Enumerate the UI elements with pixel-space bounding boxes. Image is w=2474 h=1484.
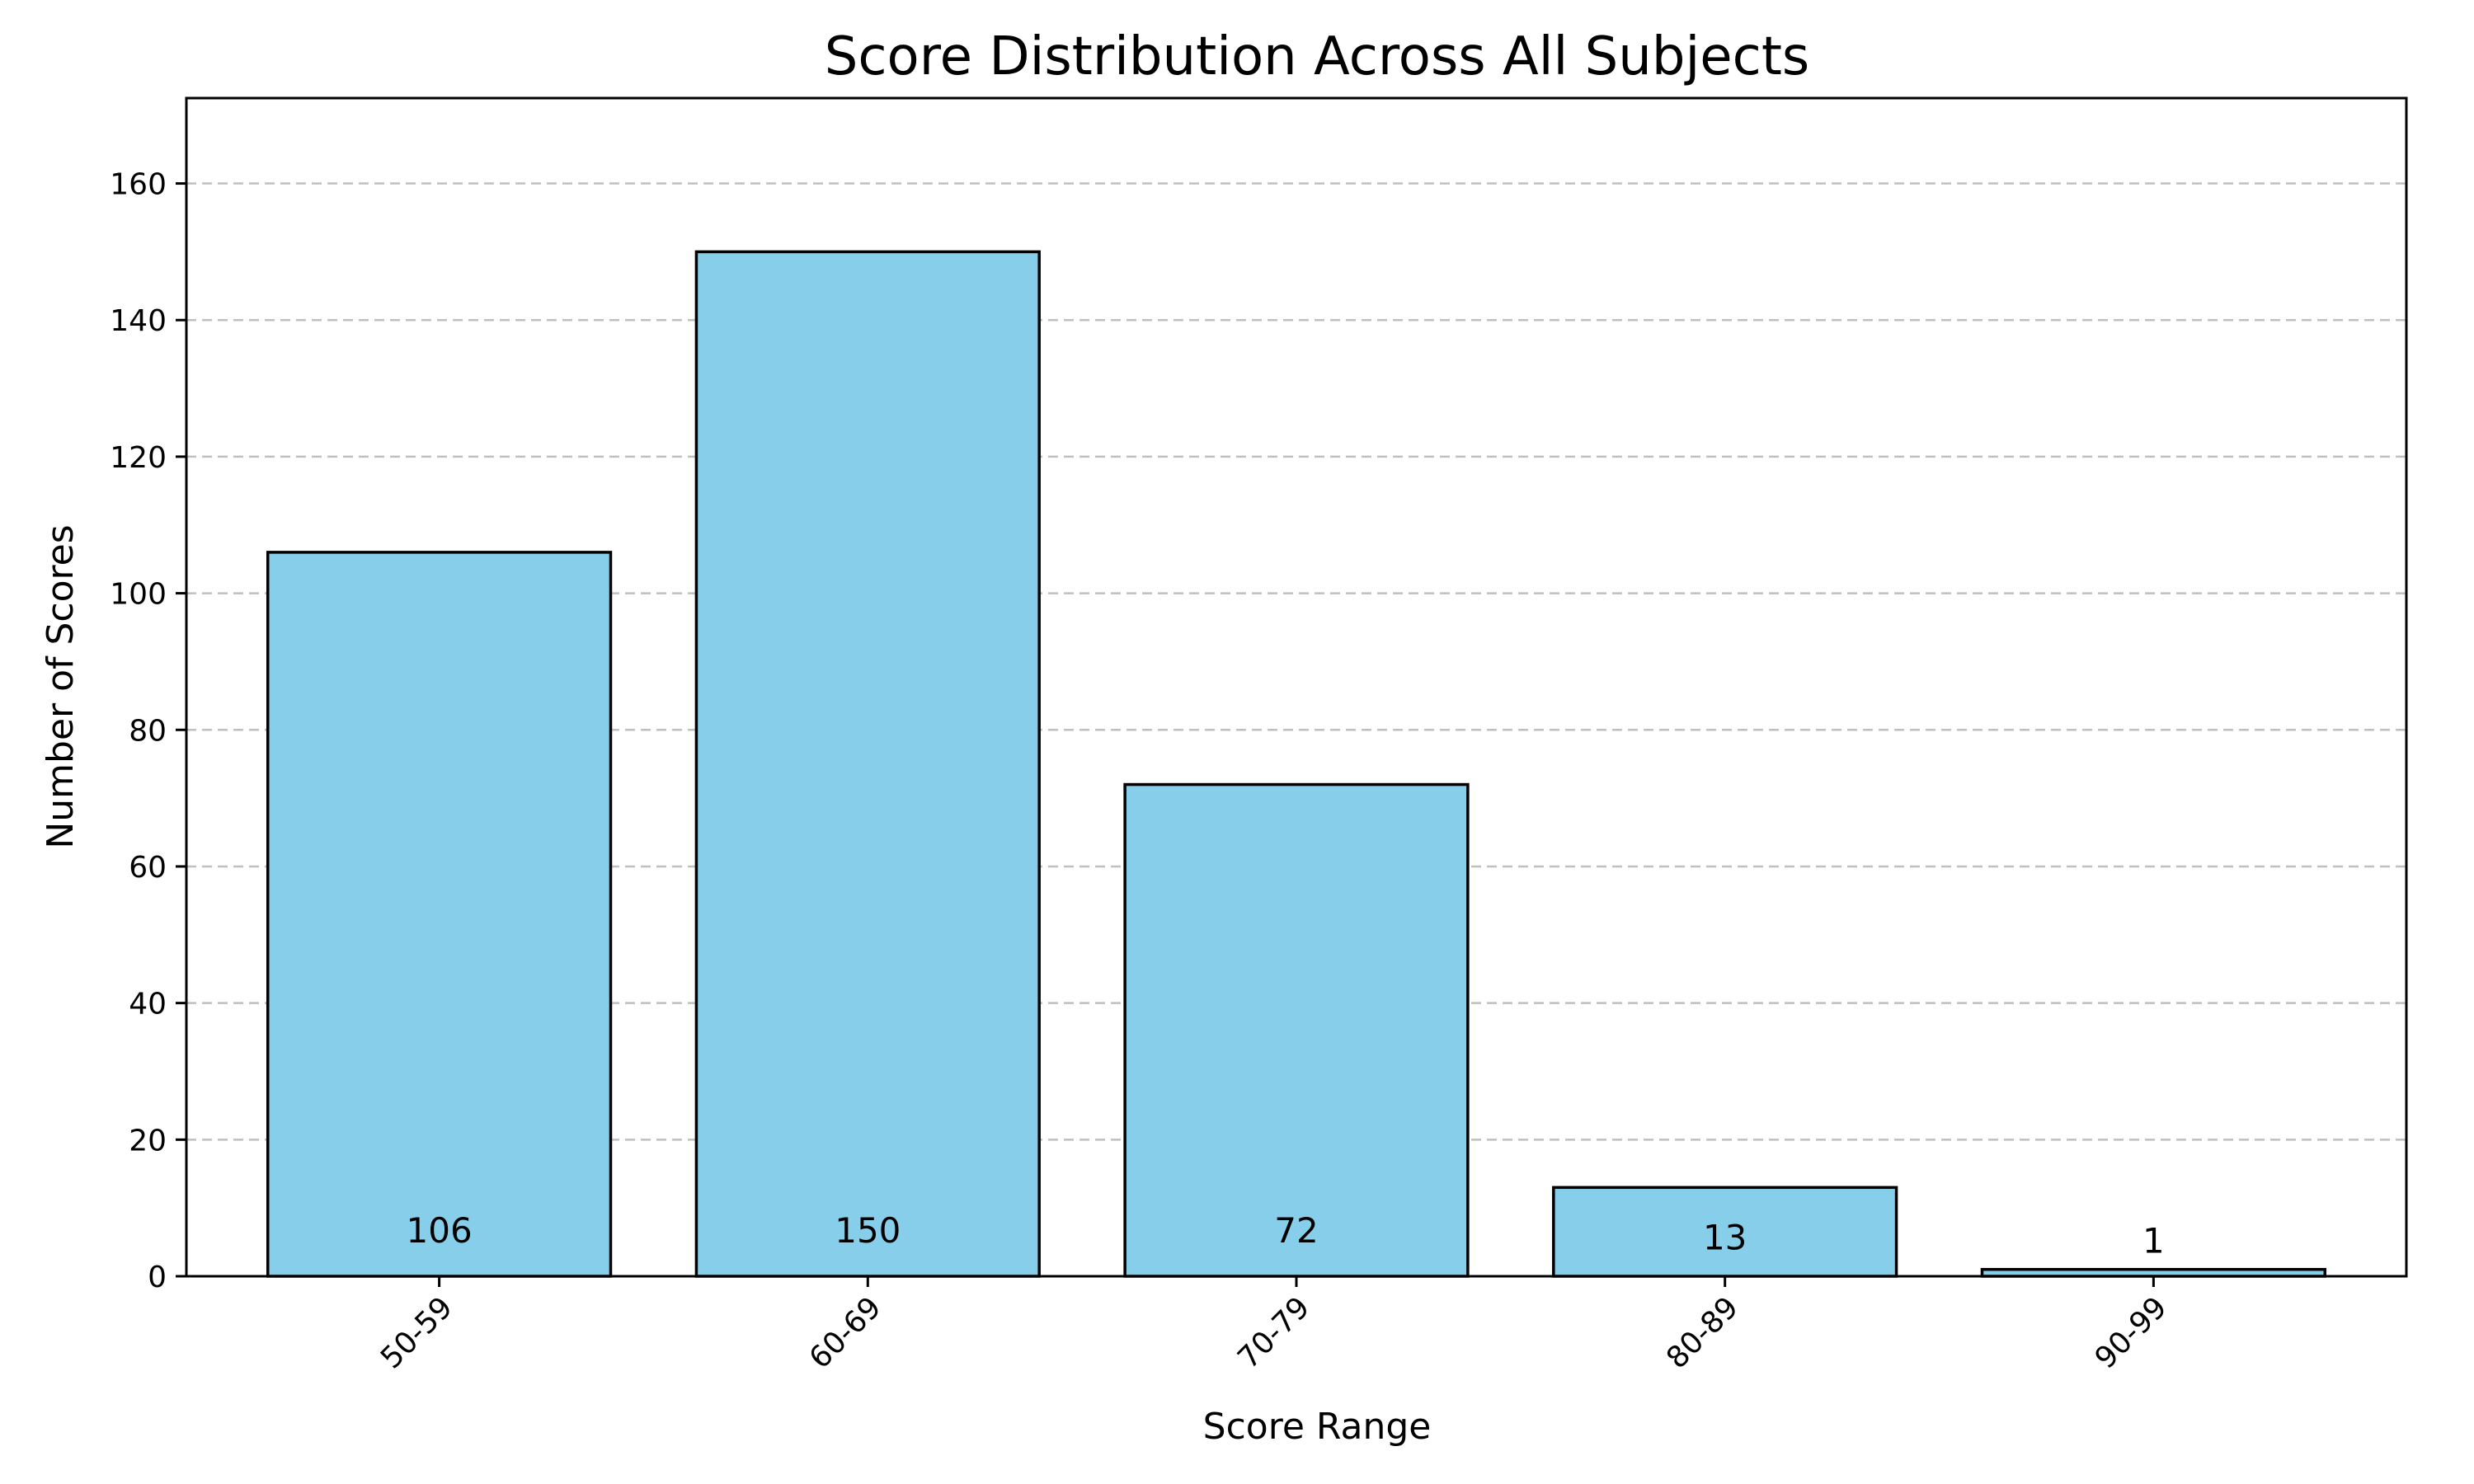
x-axis-ticks: 50-59 60-69 70-79 80-89 90-99 bbox=[374, 1276, 2174, 1375]
bars bbox=[266, 250, 2327, 1278]
y-axis-label: Number of Scores bbox=[40, 524, 82, 848]
bar-60-69 bbox=[694, 250, 1041, 1278]
bar-80-89 bbox=[1552, 1186, 1898, 1278]
x-tick-label-70-79: 70-79 bbox=[1231, 1290, 1316, 1375]
bar-70-79 bbox=[1123, 782, 1470, 1278]
y-tick-label: 40 bbox=[129, 988, 167, 1021]
y-tick-label: 100 bbox=[110, 578, 167, 612]
x-tick-label-60-69: 60-69 bbox=[803, 1290, 888, 1375]
y-tick-label: 60 bbox=[129, 851, 167, 885]
x-tick-label-90-99: 90-99 bbox=[2089, 1290, 2174, 1375]
bar-value-label-90-99: 1 bbox=[2142, 1221, 2165, 1261]
bar-value-labels: 106 150 72 13 1 bbox=[407, 1210, 2165, 1261]
y-tick-label: 140 bbox=[110, 304, 167, 338]
bar-value-label-50-59: 106 bbox=[407, 1210, 473, 1251]
y-tick-label: 20 bbox=[129, 1124, 167, 1158]
y-tick-label: 80 bbox=[129, 714, 167, 748]
bar-value-label-80-89: 13 bbox=[1703, 1218, 1747, 1258]
x-tick-label-80-89: 80-89 bbox=[1660, 1290, 1745, 1375]
y-axis-ticks: 0 20 40 60 80 100 120 140 160 bbox=[110, 168, 186, 1294]
y-tick-label: 0 bbox=[148, 1261, 167, 1294]
chart-title: Score Distribution Across All Subjects bbox=[825, 26, 1810, 87]
x-axis-label: Score Range bbox=[1203, 1406, 1432, 1448]
bar-value-label-70-79: 72 bbox=[1274, 1210, 1318, 1251]
y-tick-label: 160 bbox=[110, 168, 167, 202]
bar-50-59 bbox=[266, 551, 613, 1278]
y-tick-label: 120 bbox=[110, 441, 167, 475]
bar-value-label-60-69: 150 bbox=[835, 1210, 901, 1251]
x-tick-label-50-59: 50-59 bbox=[374, 1290, 459, 1375]
